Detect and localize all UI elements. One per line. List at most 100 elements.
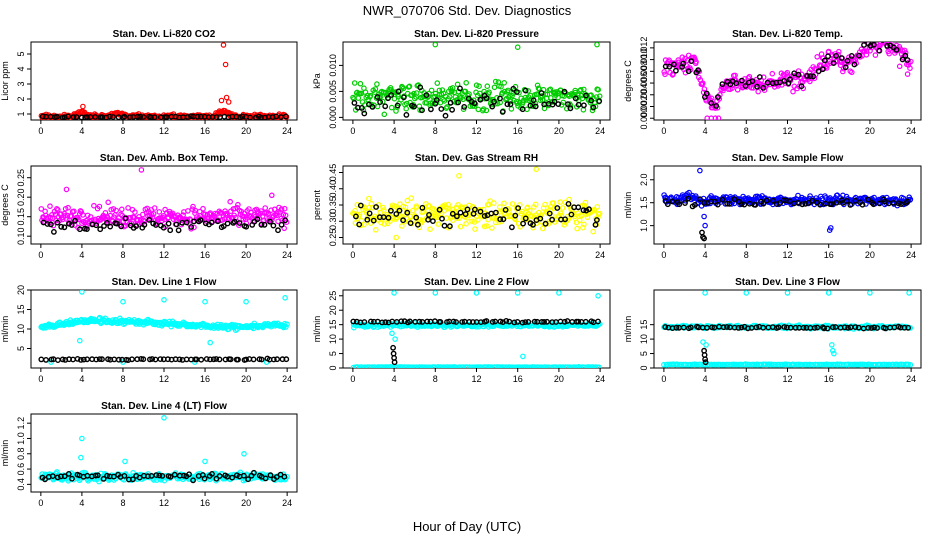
x-tick-label: 12 [471, 250, 481, 260]
data-point [120, 298, 126, 305]
data-point [385, 95, 391, 102]
y-tick-label: 0.4 [16, 478, 26, 491]
data-point [477, 208, 484, 215]
data-point [582, 364, 588, 368]
data-point [198, 356, 205, 363]
data-point [356, 221, 363, 228]
data-point [522, 215, 529, 222]
data-point [214, 218, 221, 225]
y-axis-label: ml/min [312, 316, 322, 343]
data-point [51, 228, 57, 235]
data-point [896, 63, 903, 70]
x-tick-label: 8 [120, 126, 125, 136]
data-point [561, 222, 568, 228]
data-point [701, 213, 707, 220]
data-point [688, 58, 695, 64]
data-point [554, 205, 561, 211]
data-point [189, 206, 196, 213]
data-point [453, 364, 460, 368]
data-point [121, 113, 128, 120]
data-point [713, 103, 720, 109]
data-point [902, 50, 909, 56]
data-point [220, 223, 227, 230]
data-point [821, 325, 827, 332]
data-point [175, 227, 182, 234]
data-point [137, 113, 144, 120]
y-axis-label: ml/min [0, 440, 10, 467]
data-point [438, 106, 445, 112]
data-point [222, 61, 229, 68]
data-point [213, 114, 220, 120]
series-all-samples [350, 166, 603, 241]
x-tick-label: 12 [471, 126, 481, 136]
data-point [167, 227, 174, 234]
data-point [828, 342, 835, 348]
data-point [907, 325, 914, 331]
data-point [413, 203, 420, 210]
data-point [243, 298, 249, 305]
data-point [492, 318, 499, 325]
data-point [190, 203, 196, 210]
data-point [512, 212, 519, 219]
data-point [798, 83, 805, 90]
data-point [380, 207, 387, 213]
data-point [661, 361, 667, 368]
panel-4: Stan. Dev. Amb. Box Temp. degrees C 0 4 8 12 1… [0, 153, 298, 260]
series-floor [661, 361, 914, 368]
data-point [702, 222, 708, 229]
data-point [423, 92, 430, 99]
y-tick-label: 15 [16, 304, 26, 314]
x-tick-label: 0 [661, 250, 666, 260]
data-point [66, 220, 72, 227]
data-point [595, 318, 601, 325]
data-point [863, 48, 870, 55]
data-point [273, 212, 280, 219]
data-point [719, 81, 726, 88]
data-point [417, 84, 424, 91]
data-point [185, 208, 191, 214]
data-point [522, 319, 529, 325]
data-point [161, 414, 167, 421]
data-point [268, 192, 275, 199]
data-point [691, 201, 698, 208]
data-point [213, 475, 220, 482]
data-point [506, 318, 513, 325]
data-point [714, 201, 721, 208]
data-point [449, 106, 455, 113]
data-point [431, 206, 438, 213]
data-point [884, 42, 890, 44]
data-point [282, 113, 289, 120]
data-point [514, 318, 521, 325]
data-point [519, 208, 525, 215]
data-point [504, 101, 511, 108]
data-point [110, 114, 117, 120]
data-point [580, 107, 587, 113]
data-point [387, 364, 394, 368]
data-point [84, 114, 90, 120]
data-point [54, 113, 60, 120]
y-tick-label: 0.000 [639, 107, 649, 130]
data-point [550, 200, 557, 206]
data-point [531, 318, 538, 325]
x-tick-label: 24 [282, 126, 292, 136]
series-flask [662, 195, 911, 242]
x-tick-label: 12 [782, 250, 792, 260]
data-point [596, 98, 603, 105]
data-point [61, 473, 68, 480]
data-point [201, 475, 208, 482]
data-point [120, 114, 127, 120]
data-point [557, 364, 564, 368]
data-point [719, 196, 726, 203]
data-point [55, 207, 61, 213]
data-point [863, 51, 870, 58]
data-point [821, 60, 828, 67]
data-point [486, 89, 492, 96]
x-tick-label: 4 [79, 250, 84, 260]
data-point [245, 476, 252, 483]
data-point [202, 458, 208, 465]
data-point [393, 211, 400, 217]
data-point [753, 324, 760, 331]
points-group [350, 290, 603, 368]
data-point [795, 71, 802, 78]
data-point [520, 353, 526, 360]
